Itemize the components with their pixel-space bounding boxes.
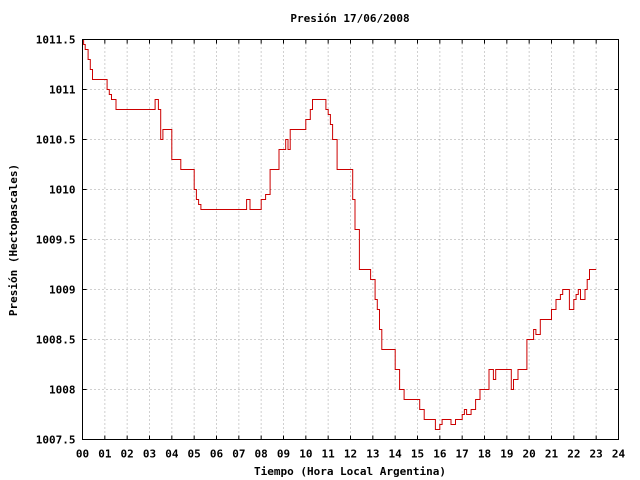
y-tick-label: 1011 bbox=[49, 84, 76, 97]
y-tick-label: 1010 bbox=[49, 184, 76, 197]
x-tick-label: 14 bbox=[389, 448, 403, 461]
x-tick-label: 02 bbox=[121, 448, 134, 461]
x-tick-label: 03 bbox=[143, 448, 156, 461]
x-axis-label: Tiempo (Hora Local Argentina) bbox=[254, 465, 446, 478]
x-axis: 00 01 02 03 04 05 06 07 08 09 10 11 12 13 14 15 16 17 18 19… bbox=[76, 39, 626, 461]
x-tick-label: 18 bbox=[478, 448, 491, 461]
chart-title: Presión 17/06/2008 bbox=[290, 12, 409, 25]
y-tick-label: 1007.5 bbox=[36, 434, 76, 447]
pressure-series-line bbox=[82, 39, 597, 430]
x-tick-label: 06 bbox=[210, 448, 224, 461]
x-tick-label: 08 bbox=[255, 448, 268, 461]
y-tick-label: 1008.5 bbox=[36, 334, 76, 347]
x-tick-label: 09 bbox=[277, 448, 290, 461]
grid bbox=[82, 39, 619, 440]
x-tick-label: 15 bbox=[411, 448, 424, 461]
x-tick-label: 24 bbox=[612, 448, 626, 461]
x-tick-label: 17 bbox=[456, 448, 469, 461]
x-tick-label: 23 bbox=[590, 448, 603, 461]
x-tick-label: 07 bbox=[232, 448, 245, 461]
y-axis: 1007.5 1008 1008.5 1009 1009.5 1010 1010.5 1011… bbox=[36, 34, 619, 447]
x-tick-label: 19 bbox=[500, 448, 513, 461]
x-tick-label: 16 bbox=[433, 448, 447, 461]
y-tick-label: 1009 bbox=[49, 284, 76, 297]
y-tick-label: 1010.5 bbox=[36, 134, 76, 147]
x-tick-label: 01 bbox=[98, 448, 112, 461]
x-tick-label: 20 bbox=[523, 448, 536, 461]
y-tick-label: 1008 bbox=[49, 384, 76, 397]
x-tick-label: 12 bbox=[344, 448, 357, 461]
y-tick-label: 1009.5 bbox=[36, 234, 76, 247]
x-tick-label: 13 bbox=[366, 448, 379, 461]
x-tick-label: 11 bbox=[322, 448, 336, 461]
y-axis-label: Presión (Hectopascales) bbox=[7, 164, 20, 316]
x-tick-label: 10 bbox=[299, 448, 312, 461]
x-tick-label: 21 bbox=[545, 448, 559, 461]
y-tick-label: 1011.5 bbox=[36, 34, 76, 47]
x-tick-label: 04 bbox=[165, 448, 179, 461]
x-tick-label: 05 bbox=[188, 448, 201, 461]
x-tick-label: 00 bbox=[76, 448, 89, 461]
x-tick-label: 22 bbox=[567, 448, 580, 461]
